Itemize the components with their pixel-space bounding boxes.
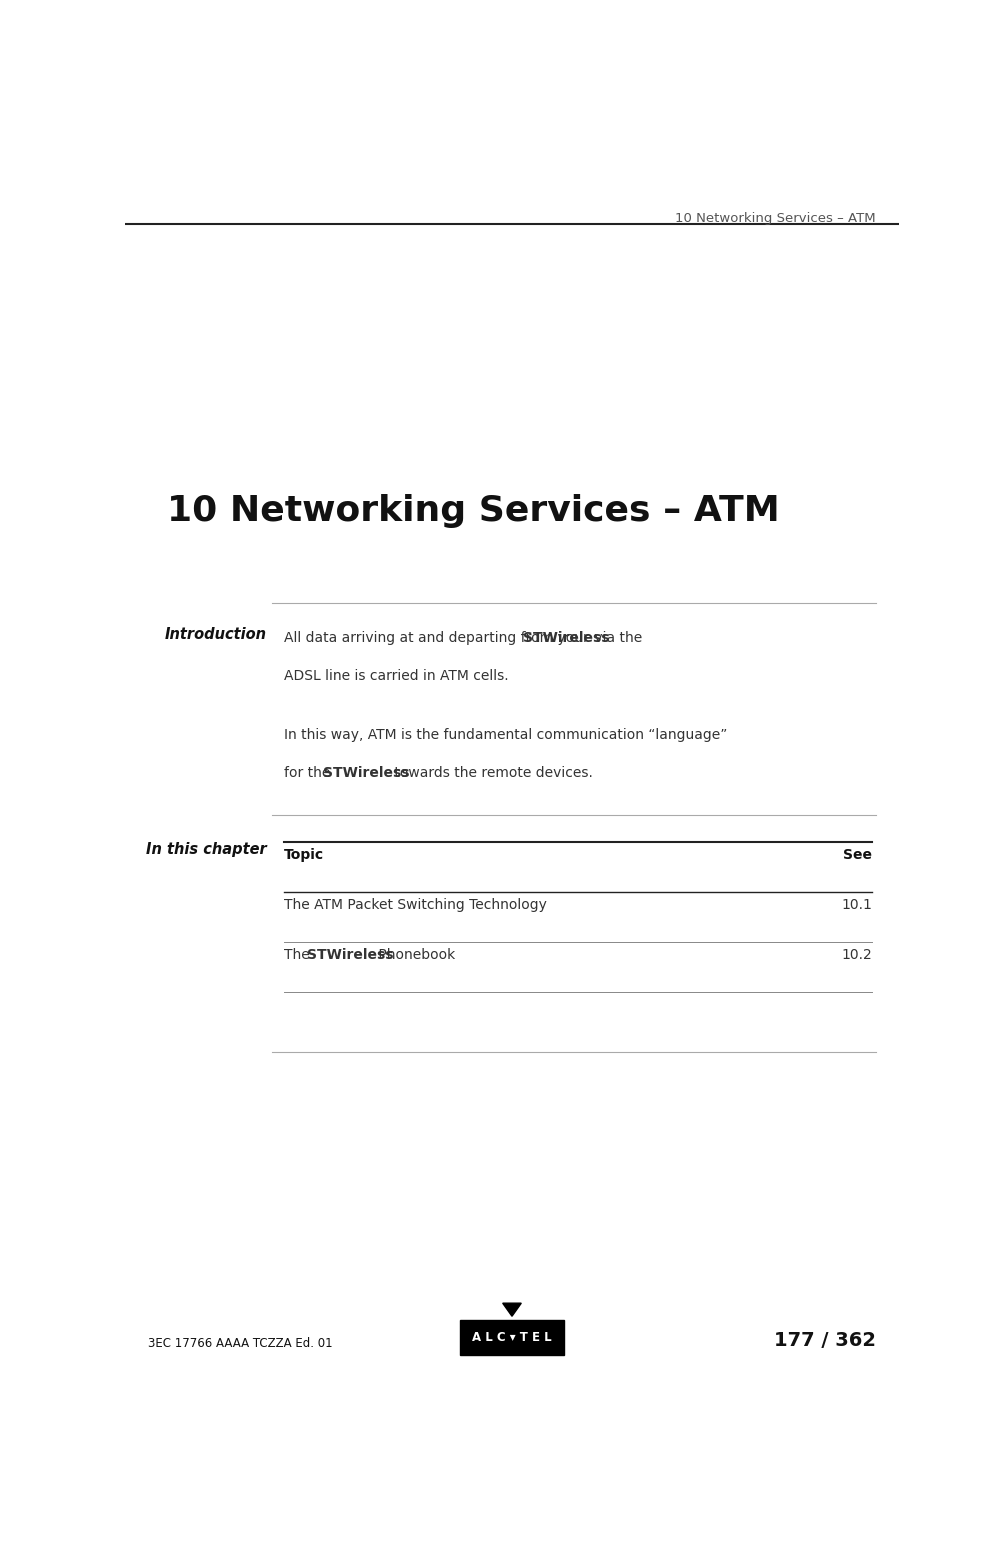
Text: Topic: Topic [284,849,324,863]
Text: ADSL line is carried in ATM cells.: ADSL line is carried in ATM cells. [284,668,508,682]
Text: Phonebook: Phonebook [374,947,456,961]
Text: In this chapter: In this chapter [146,842,267,858]
Text: 10.2: 10.2 [841,947,872,961]
Text: A L C ▾ T E L: A L C ▾ T E L [473,1332,551,1344]
Text: towards the remote devices.: towards the remote devices. [390,767,592,781]
Text: STWireless: STWireless [523,631,609,645]
Text: 10 Networking Services – ATM: 10 Networking Services – ATM [168,494,780,528]
Text: 10 Networking Services – ATM: 10 Networking Services – ATM [675,213,876,225]
Text: The: The [284,947,314,961]
Text: 177 / 362: 177 / 362 [774,1330,876,1350]
Text: Introduction: Introduction [165,626,267,642]
Text: via the: via the [590,631,642,645]
FancyBboxPatch shape [460,1319,564,1355]
Text: 3EC 17766 AAAA TCZZA Ed. 01: 3EC 17766 AAAA TCZZA Ed. 01 [148,1336,333,1350]
Text: STWireless: STWireless [323,767,410,781]
Text: In this way, ATM is the fundamental communication “language”: In this way, ATM is the fundamental comm… [284,728,727,742]
Text: 10.1: 10.1 [841,898,872,912]
Text: All data arriving at and departing from your: All data arriving at and departing from … [284,631,592,645]
Text: The ATM Packet Switching Technology: The ATM Packet Switching Technology [284,898,546,912]
Text: See: See [843,849,872,863]
Text: STWireless: STWireless [307,947,394,961]
Text: for the: for the [284,767,335,781]
Polygon shape [502,1304,521,1316]
